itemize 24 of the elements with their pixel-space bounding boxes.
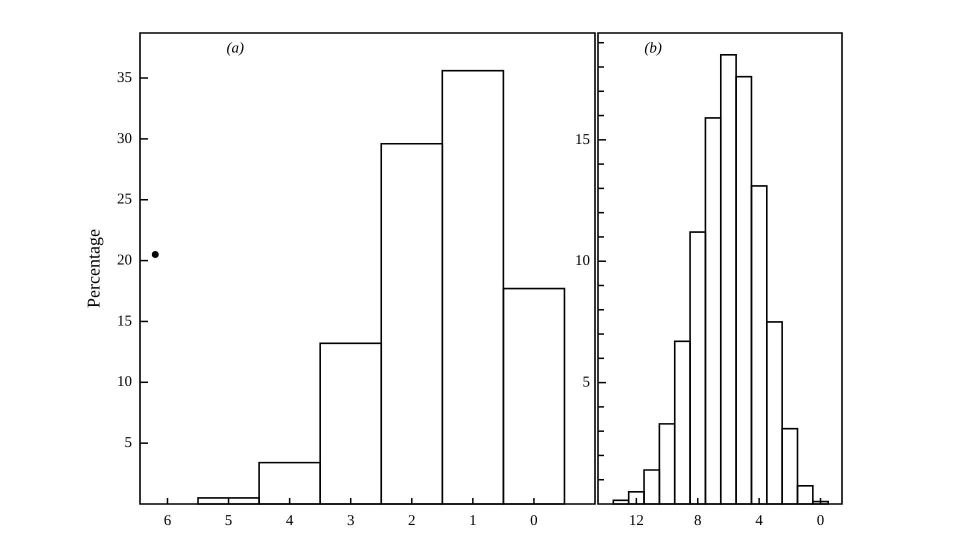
annotation: (b) bbox=[644, 40, 662, 56]
y-tick-label: 10 bbox=[117, 374, 132, 390]
y-tick-label: 25 bbox=[117, 192, 132, 208]
y-tick-label: 30 bbox=[117, 130, 132, 147]
y-tick-label: 5 bbox=[124, 435, 132, 452]
x-tick-label: 6 bbox=[164, 512, 172, 529]
y-tick-label: 20 bbox=[117, 252, 132, 269]
y-tick-label: 15 bbox=[575, 132, 590, 148]
x-tick-label: 12 bbox=[628, 512, 644, 529]
y-tick-label: 10 bbox=[575, 253, 590, 270]
y-tick-label: 35 bbox=[117, 70, 132, 86]
x-tick-label: 8 bbox=[694, 512, 702, 529]
x-tick-label: 4 bbox=[755, 512, 764, 529]
annotation: (a) bbox=[226, 40, 244, 56]
x-tick-label: 0 bbox=[816, 512, 824, 529]
y-tick-label: 15 bbox=[117, 313, 132, 330]
x-tick-label: 5 bbox=[224, 512, 232, 529]
x-tick-label: 4 bbox=[286, 512, 294, 529]
y-axis-title: Percentage bbox=[84, 229, 104, 308]
x-tick-label: 1 bbox=[469, 512, 477, 529]
y-tick-label: 5 bbox=[582, 374, 590, 391]
x-tick-label: 3 bbox=[346, 512, 354, 529]
x-tick-label: 0 bbox=[530, 512, 538, 529]
x-tick-label: 2 bbox=[408, 512, 416, 529]
